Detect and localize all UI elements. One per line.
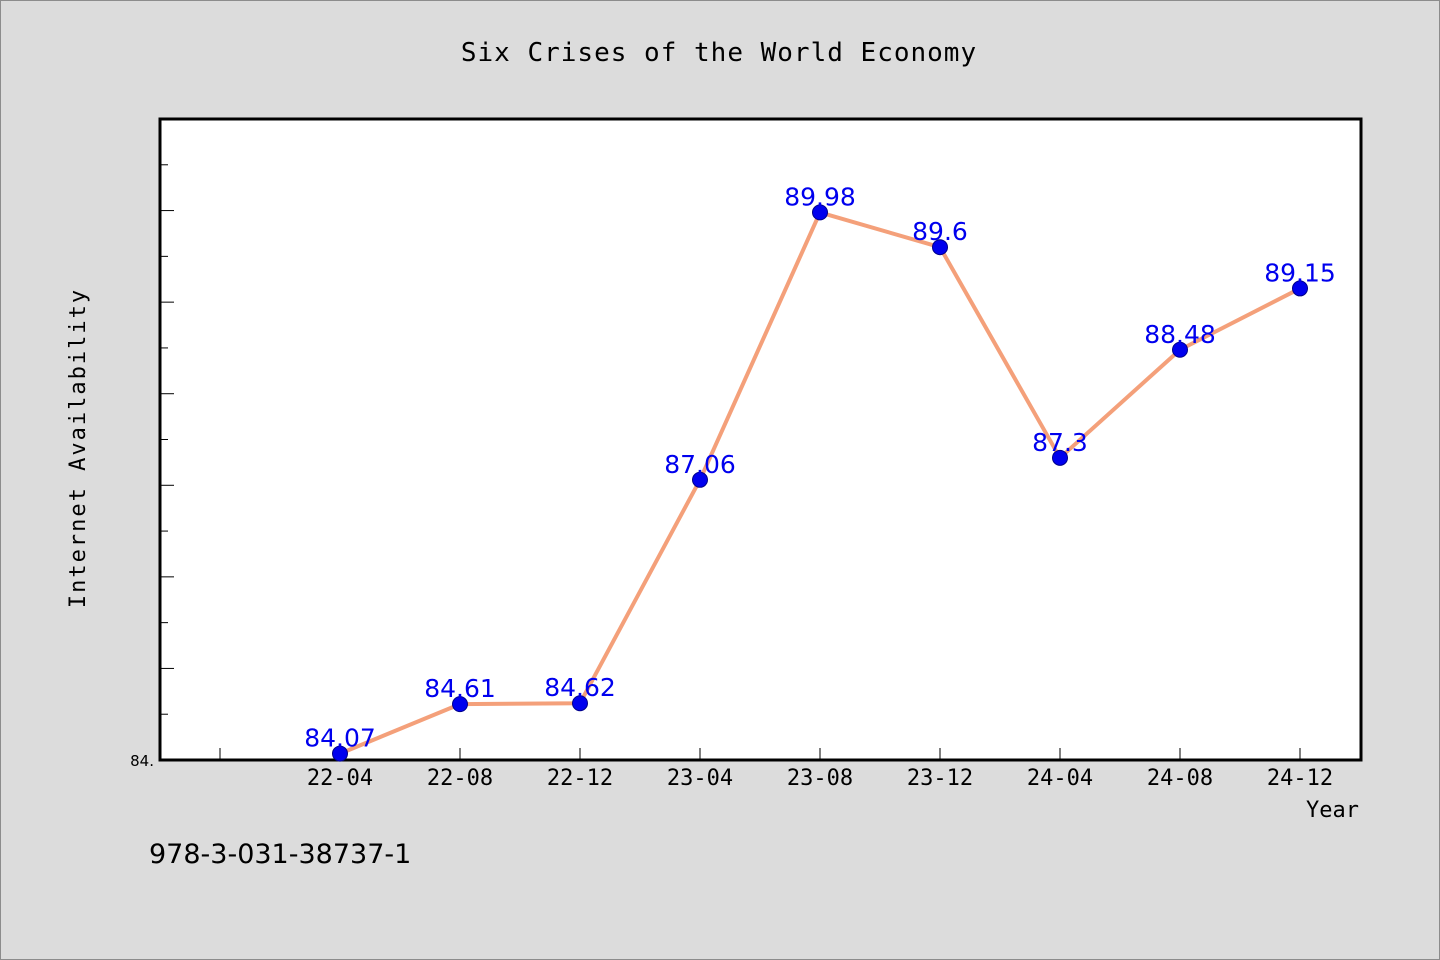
footer-code: 978-3-031-38737-1 <box>149 839 411 870</box>
x-tick-label: 23-12 <box>907 766 973 791</box>
data-label: 84.62 <box>544 673 616 702</box>
data-label: 84.61 <box>424 674 496 703</box>
plot-area <box>158 117 1363 762</box>
data-point <box>572 695 588 712</box>
x-tick-labels: 22-04 22-08 22-12 23-04 23-08 23-12 24-04 24-08… <box>307 766 1333 791</box>
x-axis-label: Year <box>1306 798 1359 823</box>
y-axis-ticks <box>160 118 174 761</box>
chart-title: Six Crises of the World Economy <box>461 38 977 68</box>
x-tick-label: 23-04 <box>667 766 733 791</box>
y-axis-label: Internet Availability <box>66 288 91 608</box>
x-tick-label: 22-12 <box>547 766 613 791</box>
data-point <box>932 239 948 256</box>
data-point <box>332 745 348 762</box>
data-point <box>1172 341 1188 358</box>
data-label: 88.48 <box>1144 320 1216 349</box>
data-label: 87.3 <box>1032 428 1088 457</box>
data-points <box>332 204 1308 762</box>
x-tick-label: 24-12 <box>1267 766 1333 791</box>
data-point <box>812 204 828 221</box>
data-point <box>1292 280 1308 297</box>
x-tick-label: 24-04 <box>1027 766 1093 791</box>
x-tick-label: 24-08 <box>1147 766 1213 791</box>
x-tick-label: 22-04 <box>307 766 373 791</box>
data-label: 84.07 <box>304 724 376 753</box>
data-label: 89.98 <box>784 182 856 211</box>
data-point <box>692 471 708 488</box>
data-label: 87.06 <box>664 450 736 479</box>
x-tick-label: 22-08 <box>427 766 493 791</box>
data-point <box>452 696 468 713</box>
x-tick-label: 23-08 <box>787 766 853 791</box>
data-label: 89.15 <box>1264 258 1336 287</box>
y-tick-label: 84. <box>130 752 154 770</box>
data-point <box>1052 449 1068 466</box>
data-label: 89.6 <box>912 217 968 246</box>
data-labels: 84.07 84.61 84.62 87.06 89.98 89.6 87.3 88.48 89… <box>304 182 1336 752</box>
